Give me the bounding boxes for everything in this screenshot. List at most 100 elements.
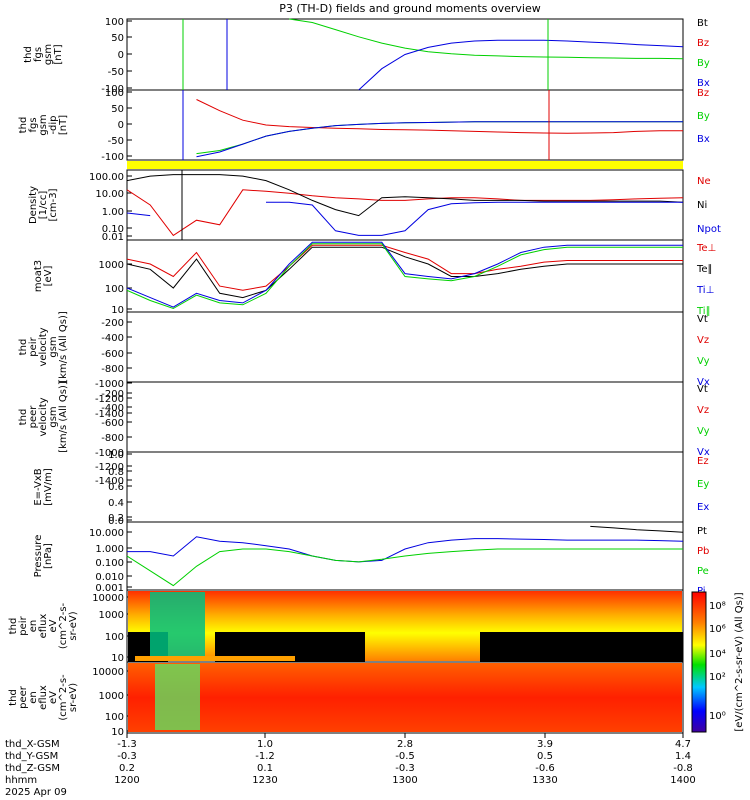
x-row-value: 1200	[114, 775, 139, 786]
legend-entry: Vy	[697, 426, 710, 437]
y-tick-label: 10	[111, 653, 124, 664]
y-tick-label: -600	[101, 418, 124, 429]
y-axis-label: [cm-3]	[48, 188, 59, 221]
y-axis-label: velocity	[38, 327, 49, 366]
x-row-value: -0.5	[395, 751, 415, 762]
x-row-value: 2.8	[397, 739, 413, 750]
legend-entry: Pt	[697, 526, 707, 537]
y-axis-label: [nPa]	[43, 543, 54, 569]
y-axis-label: peer	[28, 405, 39, 429]
y-tick-label: 0.0	[108, 516, 124, 527]
legend-entry: Vx	[697, 447, 710, 458]
panel-frame	[126, 89, 684, 161]
y-axis-label: gsm	[48, 406, 59, 427]
y-tick-label: -1200	[95, 462, 124, 473]
y-tick-label: 0.010	[95, 572, 124, 583]
y-axis-label: fgs	[28, 117, 39, 132]
y-tick-label: 100	[105, 712, 124, 723]
panel-efield: 1.0 0.8 0.6 0.4 0.20.0 E=-VxB [mV/m] Ez Ey Ex	[33, 450, 709, 527]
y-axis-label: velocity	[38, 397, 49, 436]
legend-entry: Vx	[697, 377, 710, 388]
y-axis-label: [1/cc]	[38, 191, 49, 220]
y-tick-label: 10.000	[89, 528, 124, 539]
y-axis-label: thd	[18, 409, 29, 426]
legend-entry: Pe	[697, 566, 709, 577]
y-tick-label: 0.001	[95, 583, 124, 594]
legend-entry: Vy	[697, 356, 710, 367]
y-tick-label: 0.01	[102, 232, 124, 243]
y-axis-label: [km/s (All Qs)]	[58, 381, 69, 453]
x-row-value: 1230	[252, 775, 277, 786]
legend-entry: Bz	[697, 88, 709, 99]
y-axis-label: (cm^2-s-	[58, 674, 69, 721]
y-tick-label: 10.00	[95, 189, 124, 200]
y-axis-label: [nT]	[53, 44, 64, 64]
colorbar-tick-label: 10²	[709, 672, 726, 683]
legend-entry: Ex	[697, 502, 709, 513]
spectrogram-empty-region	[480, 632, 683, 662]
y-axis-label: sr-eV)	[68, 611, 79, 640]
y-tick-label: 1.00	[102, 207, 124, 218]
colorbar-label: [eV/(cm^2-s-sr-eV) (All Qs)]	[734, 592, 745, 731]
series-line	[126, 174, 684, 217]
legend-entry: Ey	[697, 479, 709, 490]
x-row-value: -0.3	[117, 751, 137, 762]
y-axis-label: thd	[18, 339, 29, 356]
y-tick-label: -100	[101, 152, 124, 163]
legend-entry: Bt	[697, 18, 708, 29]
x-row-value: -0.8	[673, 763, 693, 774]
y-axis-label: moat3	[33, 260, 44, 292]
legend-entry: Vz	[697, 405, 709, 416]
y-axis-label: peir	[18, 615, 29, 635]
y-tick-label: -1400	[95, 476, 124, 487]
legend-entry: By	[697, 58, 710, 69]
y-axis-label: Density	[28, 186, 39, 224]
y-tick-label: 0.10	[102, 224, 124, 235]
y-axis-label: en	[28, 691, 39, 704]
spectra-layer	[128, 591, 683, 732]
series-line	[196, 121, 683, 155]
legend-entry: Te∥	[696, 264, 713, 275]
y-axis-label: peir	[28, 336, 39, 356]
x-row-value: -0.6	[535, 763, 555, 774]
panel-temp: 1000 100 10 moat3 [eV] Te⊥ Te∥ Ti⊥ Ti∥	[33, 239, 716, 317]
y-tick-label: -200	[101, 318, 124, 329]
y-tick-label: 100	[105, 284, 124, 295]
y-tick-label: -400	[101, 403, 124, 414]
y-axis-label: -dip	[48, 115, 59, 134]
y-tick-label: 0.6	[108, 482, 124, 493]
y-axis-label: sr-eV)	[68, 683, 79, 712]
y-tick-label: -1000	[95, 448, 124, 459]
series-line	[590, 525, 684, 533]
x-row-label: thd_Y-GSM	[5, 751, 58, 762]
x-row-value: 1.4	[675, 751, 691, 762]
series-line	[126, 548, 683, 587]
x-axis-annotation: thd_X-GSM -1.3 1.0 2.8 3.9 4.7 thd_Y-GSM -0.3 -1…	[5, 733, 696, 798]
legend-entry: Vt	[697, 314, 708, 325]
x-row-label: hhmm	[5, 775, 37, 786]
y-tick-label: -1000	[95, 379, 124, 390]
figure-title: P3 (TH-D) fields and ground moments over…	[279, 2, 541, 15]
x-row-label: thd_X-GSM	[5, 739, 60, 750]
legend-entry: Pb	[697, 546, 709, 557]
y-tick-label: 100	[105, 17, 124, 28]
panel-frame	[126, 169, 684, 241]
y-axis-label: eflux	[38, 614, 49, 639]
x-row-value: 1330	[532, 775, 557, 786]
panel-frame	[126, 381, 684, 453]
curves-2	[126, 174, 684, 237]
y-tick-label: -50	[108, 67, 124, 78]
y-tick-label: -800	[101, 433, 124, 444]
legend-entry: Ne	[697, 176, 711, 187]
series-line	[126, 244, 683, 291]
series-line	[358, 39, 684, 91]
legend-entry: By	[697, 111, 710, 122]
colorbar: 10⁸ 10⁶ 10⁴ 10² 10⁰ [eV/(cm^2-s-sr-eV) (All Q…	[691, 591, 745, 733]
yellow-status-bar	[127, 161, 683, 169]
spectrogram-peer	[128, 663, 682, 732]
date-label: 2025 Apr 09	[5, 787, 67, 798]
legend-entry: Bx	[697, 134, 710, 145]
legend-entry: Vz	[697, 335, 709, 346]
